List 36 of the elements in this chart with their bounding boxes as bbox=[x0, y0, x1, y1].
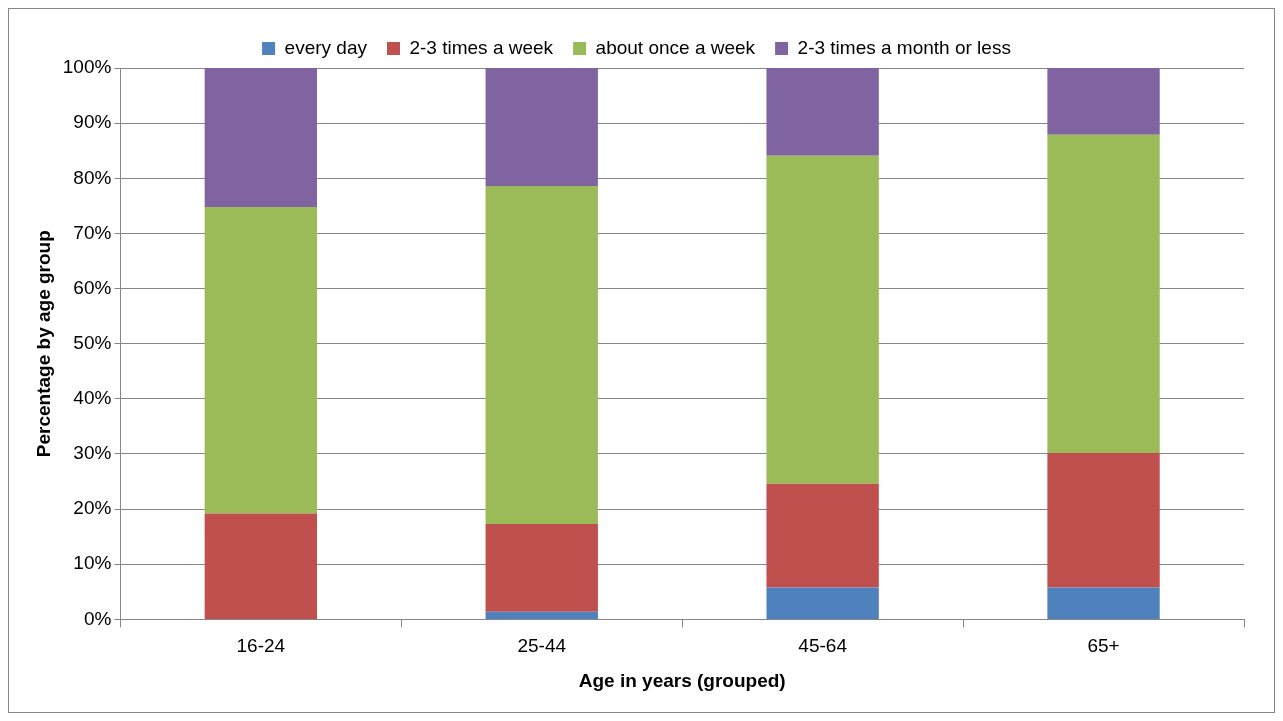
x-tick-label: 25-44 bbox=[517, 635, 567, 657]
bar bbox=[485, 68, 598, 186]
x-tick-label: 16-24 bbox=[236, 635, 286, 657]
x-tick-label: 45-64 bbox=[798, 635, 848, 657]
bar bbox=[766, 155, 879, 484]
bar bbox=[1047, 134, 1160, 453]
y-tick-label: 70% bbox=[73, 221, 112, 243]
bar bbox=[485, 611, 598, 619]
y-tick-label: 30% bbox=[73, 442, 112, 464]
bar bbox=[766, 483, 879, 588]
bar bbox=[1047, 452, 1160, 588]
y-tick-label: 60% bbox=[73, 276, 112, 298]
x-axis-title: Age in years (grouped) bbox=[578, 669, 786, 691]
legend-label: about once a week bbox=[595, 36, 756, 58]
bar bbox=[204, 68, 318, 207]
bar bbox=[204, 206, 318, 514]
bar bbox=[485, 186, 598, 525]
y-axis-title: Percentage by age group bbox=[32, 230, 54, 458]
bar bbox=[766, 587, 879, 619]
y-tick-label: 90% bbox=[73, 111, 112, 133]
y-tick-label: 40% bbox=[73, 387, 112, 409]
bar bbox=[1047, 68, 1160, 135]
y-tick-label: 80% bbox=[73, 166, 112, 188]
y-tick-label: 100% bbox=[62, 56, 112, 78]
legend-label: every day bbox=[284, 36, 368, 58]
y-tick-label: 50% bbox=[73, 331, 112, 353]
y-tick-label: 10% bbox=[73, 552, 112, 574]
bar bbox=[204, 513, 318, 619]
x-tick-label: 65+ bbox=[1087, 635, 1120, 657]
y-tick-label: 0% bbox=[83, 607, 112, 629]
bar bbox=[485, 524, 598, 612]
legend-label: 2-3 times a month or less bbox=[797, 36, 1011, 58]
y-tick-label: 20% bbox=[73, 497, 112, 519]
bar bbox=[766, 68, 879, 156]
bar bbox=[1047, 587, 1160, 619]
legend-label: 2-3 times a week bbox=[409, 36, 554, 58]
